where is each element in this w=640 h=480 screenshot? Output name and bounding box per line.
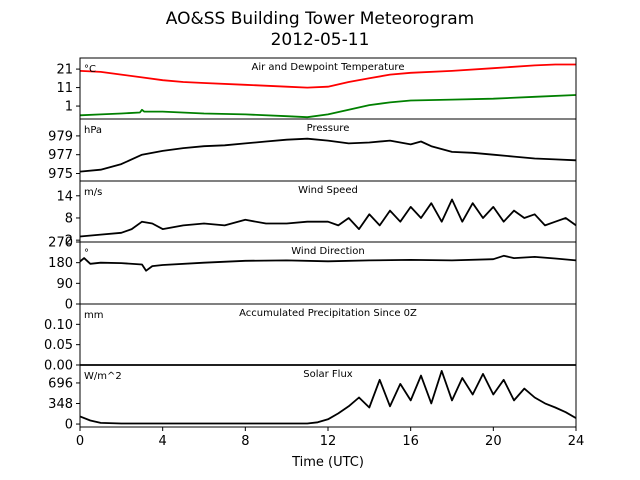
panel-title-solar-flux: Solar Flux (303, 369, 353, 380)
y-tick-label-pressure-1: 977 (48, 148, 73, 163)
x-tick-label-6: 24 (568, 434, 585, 449)
y-tick-label-air-and-dewpoint-temperature-2: 21 (56, 63, 73, 78)
y-tick-label-solar-flux-1: 348 (48, 397, 73, 412)
unit-label-wind-speed: m/s (84, 187, 102, 198)
unit-label-air-and-dewpoint-temperature: °C (84, 64, 96, 75)
panel-accumulated-precipitation-since-0z: 0.00 0.05 0.10 mm Accumulated Precipitation … (44, 303, 577, 374)
x-tick-label-5: 20 (485, 434, 502, 449)
panel-wind-direction: 0 90 180 270 ° Wind Direction (48, 236, 577, 313)
x-tick-label-1: 4 (159, 434, 167, 449)
series-line-wind-direction-0 (79, 254, 577, 272)
panel-title-air-and-dewpoint-temperature: Air and Dewpoint Temperature (252, 62, 405, 73)
panel-title-accumulated-precipitation-since-0z: Accumulated Precipitation Since 0Z (239, 308, 417, 319)
y-tick-label-solar-flux-0: 0 (65, 418, 73, 433)
x-tick-label-3: 12 (320, 434, 337, 449)
panel-solar-flux: 0 348 696 W/m^2 Solar Flux (48, 364, 577, 433)
y-tick-label-wind-direction-2: 180 (48, 256, 73, 271)
series-line-wind-speed-0 (79, 198, 577, 238)
y-tick-label-pressure-0: 975 (48, 167, 73, 182)
y-tick-label-pressure-2: 979 (48, 129, 73, 144)
x-tick-label-2: 8 (241, 434, 249, 449)
unit-label-pressure: hPa (84, 125, 102, 136)
x-tick-label-4: 16 (402, 434, 419, 449)
unit-label-solar-flux: W/m^2 (84, 371, 122, 382)
y-tick-label-accumulated-precipitation-since-0z-1: 0.05 (44, 338, 73, 353)
y-tick-label-accumulated-precipitation-since-0z-2: 0.10 (44, 318, 73, 333)
series-line-pressure-0 (79, 137, 577, 173)
chart-title: AO&SS Building Tower Meteorogram (166, 9, 474, 29)
y-tick-label-wind-speed-2: 14 (56, 189, 73, 204)
y-tick-label-wind-speed-0: 2 (65, 234, 73, 249)
unit-label-wind-direction: ° (84, 248, 89, 259)
series-line-air-and-dewpoint-temperature-1 (79, 94, 577, 119)
y-tick-label-wind-direction-0: 0 (65, 298, 73, 313)
x-tick-label-0: 0 (76, 434, 84, 449)
y-tick-label-air-and-dewpoint-temperature-0: 1 (65, 100, 73, 115)
y-tick-label-wind-direction-3: 270 (48, 236, 73, 251)
y-tick-label-solar-flux-2: 696 (48, 376, 73, 391)
y-tick-label-accumulated-precipitation-since-0z-0: 0.00 (44, 359, 73, 374)
panel-wind-speed: 2 8 14 m/s Wind Speed (56, 180, 577, 249)
y-tick-label-wind-direction-1: 90 (56, 277, 73, 292)
y-tick-label-wind-speed-1: 8 (65, 211, 73, 226)
series-line-air-and-dewpoint-temperature-0 (79, 63, 576, 89)
chart-date: 2012-05-11 (271, 30, 370, 50)
panel-title-wind-speed: Wind Speed (298, 185, 358, 196)
panel-title-pressure: Pressure (307, 123, 350, 134)
panel-pressure: 975 977 979 hPa Pressure (48, 118, 577, 182)
series-line-solar-flux-0 (79, 369, 577, 425)
y-tick-label-air-and-dewpoint-temperature-1: 11 (56, 81, 73, 96)
unit-label-accumulated-precipitation-since-0z: mm (84, 310, 103, 321)
x-axis-label: Time (UTC) (291, 455, 364, 470)
panel-title-wind-direction: Wind Direction (291, 246, 365, 257)
